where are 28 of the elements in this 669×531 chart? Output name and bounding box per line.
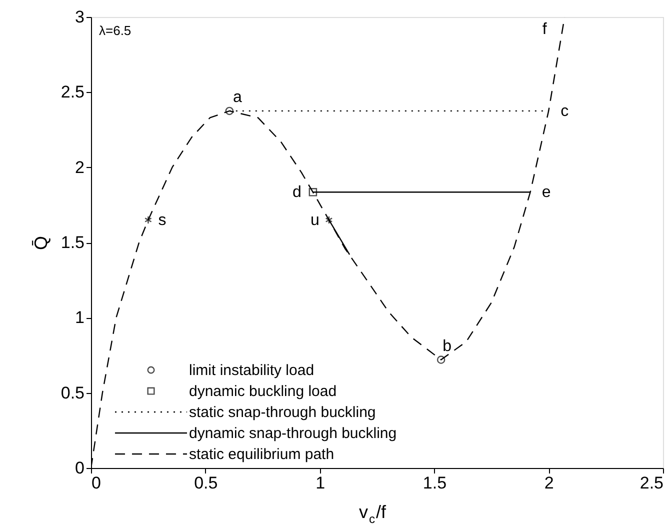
x-tick-label: 0.5 xyxy=(194,474,218,492)
annotation: s xyxy=(158,212,166,229)
x-tick-label: 0 xyxy=(92,474,101,492)
y-tick-label: 1 xyxy=(75,308,84,328)
annotation: λ=6.5 xyxy=(99,23,132,38)
legend-label: static equilibrium path xyxy=(189,446,334,463)
y-tick-label: 0 xyxy=(75,458,84,478)
annotation: u xyxy=(310,212,320,229)
y-tick-label: 1.5 xyxy=(60,233,84,252)
annotation: c xyxy=(560,102,569,120)
x-tick-label: 1.5 xyxy=(422,474,447,492)
annotation: e xyxy=(542,184,551,202)
y-tick-label: 2 xyxy=(75,158,84,177)
x-tick-label: 2 xyxy=(544,474,554,492)
y-axis-title: Q̄ xyxy=(30,236,51,250)
legend-label: dynamic buckling load xyxy=(189,383,337,400)
y-tick-label: 3 xyxy=(75,8,84,26)
legend-label: static snap-through buckling xyxy=(189,404,376,421)
legend-label: limit instability load xyxy=(189,362,314,379)
annotation: b xyxy=(442,338,452,355)
legend-label: dynamic snap-through buckling xyxy=(189,425,397,442)
x-tick-label: 1 xyxy=(316,474,326,492)
annotation: f xyxy=(542,21,548,38)
y-tick-label: 0.5 xyxy=(60,383,84,402)
x-tick-label: 2.5 xyxy=(640,474,664,492)
y-tick-label: 2.5 xyxy=(60,82,84,102)
annotation: d xyxy=(292,184,302,202)
annotation: a xyxy=(232,88,242,106)
